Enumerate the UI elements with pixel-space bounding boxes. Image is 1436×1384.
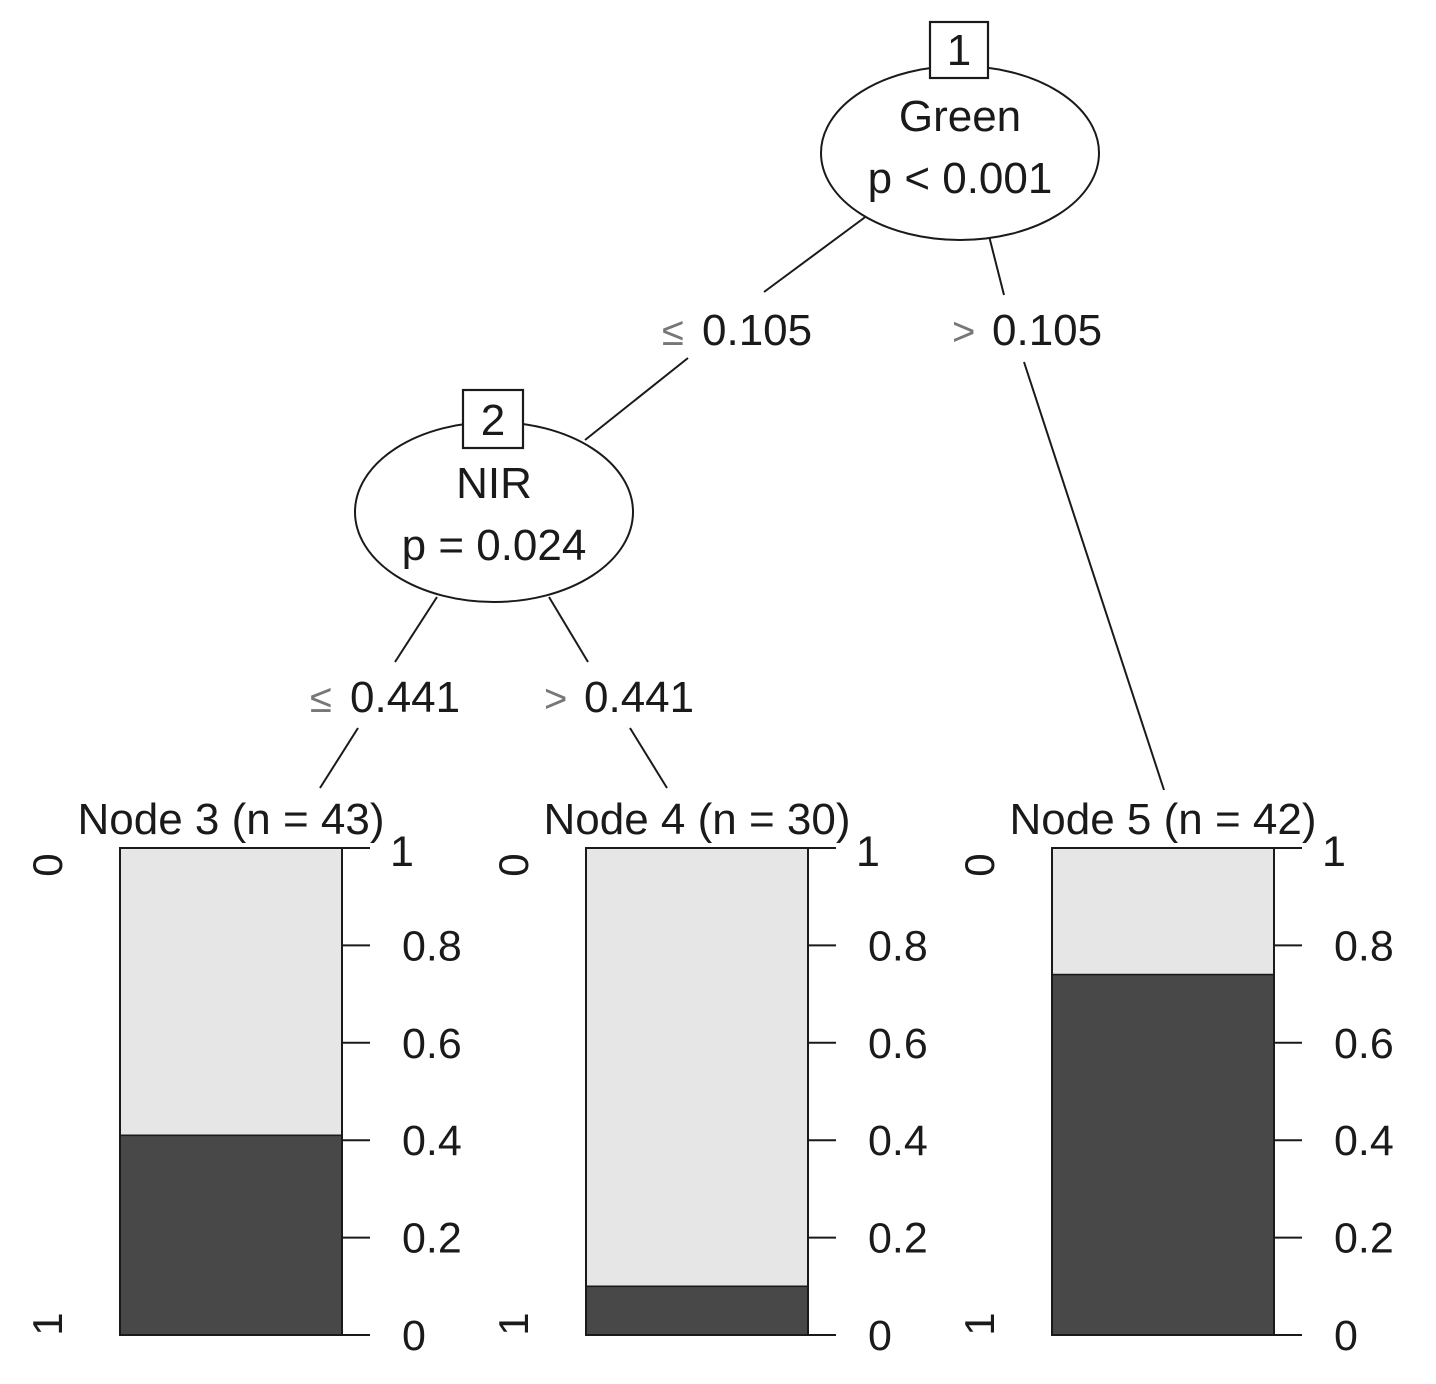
terminal-node-4: Node 4 (n = 30) 0 0.2 0.4 0.6 0.8 1 0 1 xyxy=(490,795,928,1360)
tree-edges xyxy=(319,214,1165,791)
edge-value: 0.441 xyxy=(350,673,460,722)
y-axis-tick-label: 0.4 xyxy=(1334,1117,1394,1165)
y-axis-tick-label: 0.8 xyxy=(1334,922,1394,970)
y-axis-tick-label: 0.2 xyxy=(868,1215,928,1263)
terminal-node-header: Node 3 (n = 43) xyxy=(78,795,385,844)
edge-line-1-5-lower xyxy=(1023,361,1165,791)
edge-symbol: ≤ xyxy=(310,677,332,721)
class-label-1: 1 xyxy=(490,1312,537,1335)
class-label-0: 0 xyxy=(490,853,537,876)
edge-value: 0.441 xyxy=(584,673,694,722)
y-axis-tick-label: 0.6 xyxy=(402,1020,462,1068)
p-value: p < 0.001 xyxy=(868,154,1053,203)
class-label-0: 0 xyxy=(24,853,71,876)
y-axis-tick-label: 1 xyxy=(390,828,414,876)
bar-segment-class-1 xyxy=(585,1285,809,1336)
p-value: p = 0.024 xyxy=(402,521,587,570)
edge-line-2-3-lower xyxy=(319,727,359,789)
inner-node-1: 1 Green p < 0.001 xyxy=(820,20,1100,241)
class-label-0: 0 xyxy=(956,853,1003,876)
y-axis-tick-label: 0.2 xyxy=(402,1215,462,1263)
edge-label-1-5: > 0.105 xyxy=(952,306,1102,355)
edge-symbol: ≤ xyxy=(662,310,684,354)
bar-frame xyxy=(119,847,343,1336)
y-axis-tick-label: 0.8 xyxy=(402,922,462,970)
edge-line-1-2-lower xyxy=(584,357,689,441)
bar-frame xyxy=(1051,847,1275,1336)
edge-label-2-4: > 0.441 xyxy=(544,673,694,722)
split-variable: Green xyxy=(899,92,1021,141)
bar-segment-class-0 xyxy=(1051,847,1275,976)
edge-value: 0.105 xyxy=(992,306,1102,355)
node-id: 2 xyxy=(481,396,505,445)
terminal-node-header: Node 4 (n = 30) xyxy=(544,795,851,844)
y-axis-tick-label: 0.4 xyxy=(868,1117,928,1165)
class-label-1: 1 xyxy=(956,1312,1003,1335)
bar-segment-class-1 xyxy=(1051,973,1275,1336)
y-axis-tick-label: 1 xyxy=(1322,828,1346,876)
edge-line-1-2-upper xyxy=(763,214,869,293)
edge-labels: ≤ 0.105 > 0.105 ≤ 0.441 > 0.441 xyxy=(310,306,1102,722)
edge-line-2-4-lower xyxy=(629,727,668,789)
y-axis-tick-label: 0.4 xyxy=(402,1117,462,1165)
y-axis-tick-label: 0 xyxy=(868,1312,892,1360)
terminal-node-5: Node 5 (n = 42) 0 0.2 0.4 0.6 0.8 1 0 1 xyxy=(956,795,1394,1360)
bar-segment-class-1 xyxy=(119,1134,343,1336)
y-axis-tick-label: 0.2 xyxy=(1334,1215,1394,1263)
bar-segment-class-0 xyxy=(119,847,343,1137)
y-axis-tick-label: 0 xyxy=(402,1312,426,1360)
edge-label-1-2: ≤ 0.105 xyxy=(662,306,812,355)
y-axis-tick-label: 0 xyxy=(1334,1312,1358,1360)
bar-frame xyxy=(585,847,809,1336)
inner-node-2: 2 NIR p = 0.024 xyxy=(354,388,634,603)
y-axis-tick-label: 0.6 xyxy=(868,1020,928,1068)
split-variable: NIR xyxy=(456,459,532,508)
edge-line-1-5-upper xyxy=(987,231,1005,296)
y-axis-tick-label: 1 xyxy=(856,828,880,876)
edge-symbol: > xyxy=(544,677,567,721)
terminal-node-3: Node 3 (n = 43) 0 0.2 0.4 0.6 0.8 1 0 1 xyxy=(24,795,462,1360)
edge-label-2-3: ≤ 0.441 xyxy=(310,673,460,722)
bar-segment-class-0 xyxy=(585,847,809,1288)
edge-symbol: > xyxy=(952,310,975,354)
terminal-node-header: Node 5 (n = 42) xyxy=(1010,795,1317,844)
node-id: 1 xyxy=(947,26,971,75)
edge-value: 0.105 xyxy=(702,306,812,355)
node-id-box xyxy=(461,388,525,450)
node-id-box xyxy=(928,20,990,80)
edge-line-2-4-upper xyxy=(548,596,589,663)
class-label-1: 1 xyxy=(24,1312,71,1335)
edge-line-2-3-upper xyxy=(394,596,438,663)
y-axis-tick-label: 0.8 xyxy=(868,922,928,970)
y-axis-tick-label: 0.6 xyxy=(1334,1020,1394,1068)
